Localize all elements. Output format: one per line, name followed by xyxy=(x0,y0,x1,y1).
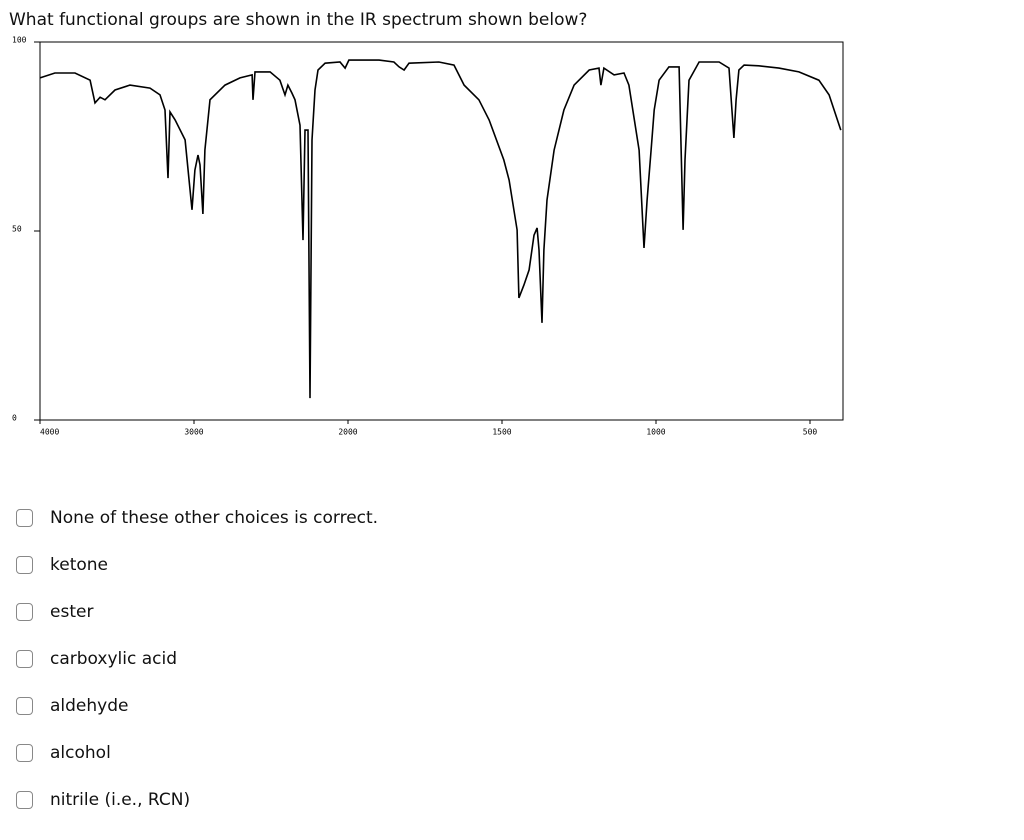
checkbox[interactable] xyxy=(16,603,33,621)
checkbox[interactable] xyxy=(16,650,33,668)
y-tick-label: 100 xyxy=(12,36,27,45)
option-label[interactable]: aldehyde xyxy=(50,696,129,716)
checkbox[interactable] xyxy=(16,791,33,809)
question: What functional groups are shown in the … xyxy=(9,10,588,30)
y-tick-label: 50 xyxy=(12,225,22,234)
x-tick-label: 1000 xyxy=(646,428,665,437)
spectrum-line xyxy=(39,59,842,399)
option[interactable]: nitrile (i.e., RCN) xyxy=(16,788,190,812)
option[interactable]: ketone xyxy=(16,553,108,577)
option[interactable]: aldehyde xyxy=(16,694,128,718)
option-label[interactable]: alcohol xyxy=(50,743,111,763)
x-tick-label: 4000 xyxy=(40,428,59,437)
option-label[interactable]: ester xyxy=(50,602,94,622)
checkbox[interactable] xyxy=(16,744,33,762)
x-tick-label: 3000 xyxy=(184,428,203,437)
option-label[interactable]: None of these other choices is correct. xyxy=(50,508,379,528)
checkbox[interactable] xyxy=(16,697,33,715)
option[interactable]: alcohol xyxy=(16,741,111,765)
x-tick-label: 2000 xyxy=(338,428,357,437)
option-label[interactable]: carboxylic acid xyxy=(50,649,178,669)
option[interactable]: ester xyxy=(16,600,93,624)
x-tick-label: 500 xyxy=(803,428,818,437)
option[interactable]: carboxylic acid xyxy=(16,647,177,671)
checkbox[interactable] xyxy=(16,556,33,574)
chart: 0 50 100 4000 3000 2000 1500 1000 500 xyxy=(12,36,844,437)
checkbox[interactable] xyxy=(16,509,33,527)
y-tick-label: 0 xyxy=(12,414,17,423)
option[interactable]: None of these other choices is correct. xyxy=(16,506,378,530)
option-label[interactable]: ketone xyxy=(50,555,108,575)
option-label[interactable]: nitrile (i.e., RCN) xyxy=(50,790,191,810)
x-tick-label: 1500 xyxy=(492,428,511,437)
